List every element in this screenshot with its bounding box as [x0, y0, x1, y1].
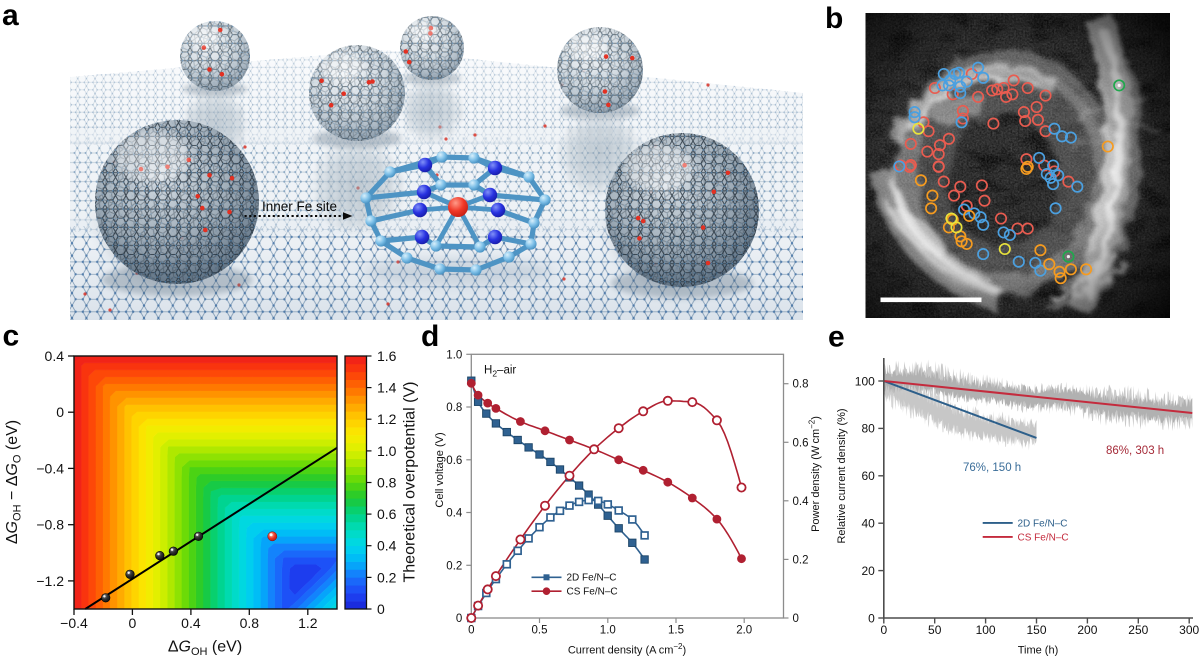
svg-text:0: 0 — [377, 601, 385, 617]
svg-text:50: 50 — [928, 623, 942, 637]
svg-text:0.2: 0.2 — [446, 560, 462, 572]
svg-text:H2–air: H2–air — [484, 365, 516, 379]
svg-text:0.5: 0.5 — [532, 625, 548, 637]
svg-text:Cell voltage (V): Cell voltage (V) — [434, 432, 446, 507]
svg-text:−0.4: −0.4 — [60, 615, 88, 631]
svg-text:−1.2: −1.2 — [36, 573, 64, 589]
svg-text:−0.8: −0.8 — [36, 517, 64, 533]
svg-text:1.2: 1.2 — [377, 411, 397, 427]
svg-text:0.4: 0.4 — [793, 496, 810, 508]
svg-text:80: 80 — [861, 422, 875, 436]
svg-text:0.8: 0.8 — [446, 402, 462, 414]
svg-text:Relative current density (%): Relative current density (%) — [836, 408, 848, 543]
svg-text:0.4: 0.4 — [181, 615, 201, 631]
svg-text:300: 300 — [1179, 623, 1199, 637]
svg-text:1.6: 1.6 — [377, 348, 397, 364]
svg-text:86%, 303 h: 86%, 303 h — [1106, 445, 1164, 457]
svg-text:0.4: 0.4 — [446, 508, 463, 520]
svg-text:Inner Fe site: Inner Fe site — [262, 199, 337, 214]
svg-text:1.2: 1.2 — [298, 615, 318, 631]
svg-text:0.2: 0.2 — [377, 569, 397, 585]
svg-text:c: c — [3, 320, 20, 353]
svg-text:0.6: 0.6 — [446, 455, 462, 467]
svg-text:CS Fe/N–C: CS Fe/N–C — [567, 587, 618, 598]
svg-text:0: 0 — [468, 625, 474, 637]
svg-text:0.4: 0.4 — [377, 538, 397, 554]
svg-text:100: 100 — [976, 623, 996, 637]
svg-text:0: 0 — [793, 613, 799, 625]
svg-text:0.6: 0.6 — [793, 437, 809, 449]
svg-text:0: 0 — [456, 613, 462, 625]
svg-text:1.0: 1.0 — [377, 443, 397, 459]
svg-text:0.8: 0.8 — [240, 615, 260, 631]
svg-text:2D Fe/N–C: 2D Fe/N–C — [1018, 518, 1068, 529]
svg-text:1.5: 1.5 — [668, 625, 684, 637]
svg-text:−0.4: −0.4 — [36, 460, 64, 476]
svg-text:20: 20 — [861, 564, 875, 578]
svg-text:Current density (A cm−2): Current density (A cm−2) — [568, 642, 686, 657]
svg-text:a: a — [2, 0, 19, 32]
svg-text:Time (h): Time (h) — [1018, 645, 1059, 657]
svg-text:2.0: 2.0 — [736, 625, 752, 637]
svg-text:CS Fe/N–C: CS Fe/N–C — [1018, 532, 1069, 543]
svg-text:2D Fe/N–C: 2D Fe/N–C — [567, 573, 617, 584]
svg-text:150: 150 — [1026, 623, 1046, 637]
svg-text:76%, 150 h: 76%, 150 h — [963, 462, 1021, 474]
svg-text:0.6: 0.6 — [377, 506, 397, 522]
svg-text:200: 200 — [1077, 623, 1097, 637]
svg-text:Theoretical overpotential (V): Theoretical overpotential (V) — [402, 382, 419, 583]
svg-text:0: 0 — [868, 611, 875, 625]
svg-text:e: e — [828, 320, 845, 353]
svg-text:40: 40 — [861, 517, 875, 531]
svg-text:0.4: 0.4 — [45, 348, 65, 364]
svg-text:0.8: 0.8 — [377, 475, 397, 491]
svg-text:ΔGOH (eV): ΔGOH (eV) — [168, 639, 242, 658]
svg-text:b: b — [825, 2, 843, 35]
svg-text:0: 0 — [880, 623, 887, 637]
svg-text:1.0: 1.0 — [446, 349, 462, 361]
svg-text:0.8: 0.8 — [793, 379, 809, 391]
svg-text:1.0: 1.0 — [600, 625, 616, 637]
svg-text:0.2: 0.2 — [793, 554, 809, 566]
svg-text:60: 60 — [861, 469, 875, 483]
svg-text:0: 0 — [56, 404, 64, 420]
svg-text:1.4: 1.4 — [377, 380, 397, 396]
svg-text:100: 100 — [855, 374, 875, 388]
svg-text:250: 250 — [1128, 623, 1148, 637]
svg-text:ΔGOH − ΔGO (eV): ΔGOH − ΔGO (eV) — [4, 420, 24, 544]
svg-text:d: d — [421, 320, 439, 353]
svg-text:0: 0 — [129, 615, 137, 631]
svg-text:Power density (W cm−2): Power density (W cm−2) — [808, 416, 823, 532]
